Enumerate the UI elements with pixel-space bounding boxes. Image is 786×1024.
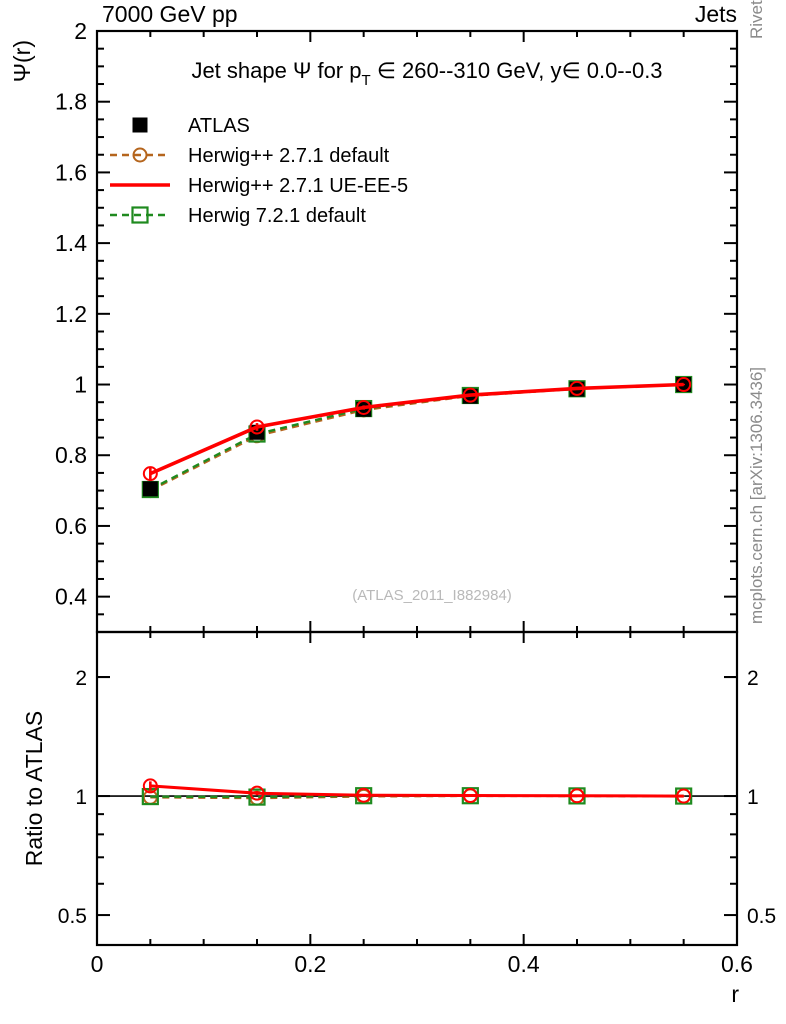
x-tick-label: 0.2 bbox=[294, 951, 326, 977]
y-tick-label-main: 1.4 bbox=[55, 230, 87, 256]
data-point-marker bbox=[676, 788, 692, 804]
side-label-rivet: Rivet 4.1.0, ≥ 100k events bbox=[747, 0, 766, 39]
watermark-label: (ATLAS_2011_I882984) bbox=[352, 587, 512, 604]
y-tick-label-main: 1.6 bbox=[55, 159, 87, 185]
x-axis-title: r bbox=[731, 981, 739, 1007]
data-point-marker bbox=[248, 788, 266, 806]
x-tick-label: 0.6 bbox=[721, 951, 753, 977]
plot-title: Jet shape Ψ for pT ∈ 260--310 GeV, y∈ 0.… bbox=[191, 58, 662, 89]
y-tick-label-main: 0.4 bbox=[55, 584, 87, 610]
data-point-marker bbox=[142, 481, 158, 497]
title-mid: for p bbox=[311, 58, 361, 83]
legend-label: Herwig++ 2.7.1 default bbox=[188, 145, 390, 167]
title-psi: Ψ bbox=[293, 58, 311, 83]
data-point-marker bbox=[356, 787, 372, 803]
y-tick-label-ratio-right: 2 bbox=[747, 667, 759, 690]
legend-label: ATLAS bbox=[188, 115, 250, 137]
data-point-marker bbox=[142, 778, 158, 794]
y-tick-label-main: 0.8 bbox=[55, 442, 87, 468]
y-tick-label-main: 1 bbox=[74, 372, 87, 398]
data-point-marker bbox=[569, 788, 585, 804]
axis-ticks bbox=[96, 30, 738, 945]
y-tick-label-main: 0.6 bbox=[55, 513, 87, 539]
title-sub: T bbox=[361, 72, 370, 89]
series-line bbox=[149, 382, 684, 476]
x-tick-label: 0 bbox=[91, 951, 104, 977]
y-tick-label-main: 2 bbox=[74, 18, 87, 44]
title-prefix: Jet shape bbox=[191, 58, 293, 83]
x-tick-label: 0.4 bbox=[508, 951, 540, 977]
y-axis-title-main: Ψ(r) bbox=[9, 40, 35, 82]
legend-item[interactable]: Herwig++ 2.7.1 default bbox=[110, 145, 390, 167]
data-point-marker bbox=[249, 785, 265, 801]
legend-item[interactable]: Herwig 7.2.1 default bbox=[110, 205, 366, 227]
y-tick-label-ratio-left: 2 bbox=[75, 667, 87, 690]
y-axis-title-ratio: Ratio to ATLAS bbox=[21, 711, 47, 867]
legend-marker bbox=[131, 206, 149, 224]
legend-label: Herwig 7.2.1 default bbox=[188, 205, 366, 227]
red-point-marker bbox=[249, 419, 265, 435]
series-line bbox=[150, 784, 684, 798]
legend-marker bbox=[132, 117, 148, 133]
header-right: Jets bbox=[695, 1, 737, 27]
main-panel-data bbox=[141, 375, 693, 499]
ratio-panel-data bbox=[97, 778, 737, 806]
legend-item[interactable]: Herwig++ 2.7.1 UE-EE-5 bbox=[110, 175, 408, 197]
y-tick-label-ratio-left: 1 bbox=[75, 786, 87, 809]
tick-labels: 0 0.2 0.4 0.6 0.4 0.6 0.8 1 1.2 1.4 1.6 1.8 2 0.5 0.5 1… bbox=[55, 18, 776, 977]
red-point-marker bbox=[356, 400, 372, 416]
plot-frames bbox=[95, 29, 739, 947]
side-label-mcplots: mcplots.cern.ch [arXiv:1306.3436] bbox=[747, 367, 766, 624]
y-tick-label-main: 1.2 bbox=[55, 301, 87, 327]
legend-item[interactable]: ATLAS bbox=[132, 115, 250, 137]
y-tick-label-ratio-right: 0.5 bbox=[747, 905, 776, 928]
red-point-marker bbox=[142, 466, 158, 482]
red-point-marker bbox=[569, 380, 585, 396]
headers: 7000 GeV pp Jets Jet shape Ψ for pT ∈ 260-… bbox=[9, 0, 766, 1007]
title-suffix: ∈ 260--310 GeV, y∈ 0.0--0.3 bbox=[371, 58, 663, 83]
y-tick-label-ratio-left: 0.5 bbox=[58, 905, 87, 928]
data-point-marker bbox=[462, 788, 478, 804]
header-left: 7000 GeV pp bbox=[102, 1, 238, 27]
legend-marker bbox=[132, 147, 148, 163]
y-tick-label-ratio-right: 1 bbox=[747, 786, 759, 809]
y-tick-label-main: 1.8 bbox=[55, 89, 87, 115]
red-point-marker bbox=[462, 387, 478, 403]
red-point-marker bbox=[676, 377, 692, 393]
legend: ATLAS Herwig++ 2.7.1 default Herwig++ 2.7.… bbox=[110, 115, 408, 227]
legend-label: Herwig++ 2.7.1 UE-EE-5 bbox=[188, 175, 408, 197]
